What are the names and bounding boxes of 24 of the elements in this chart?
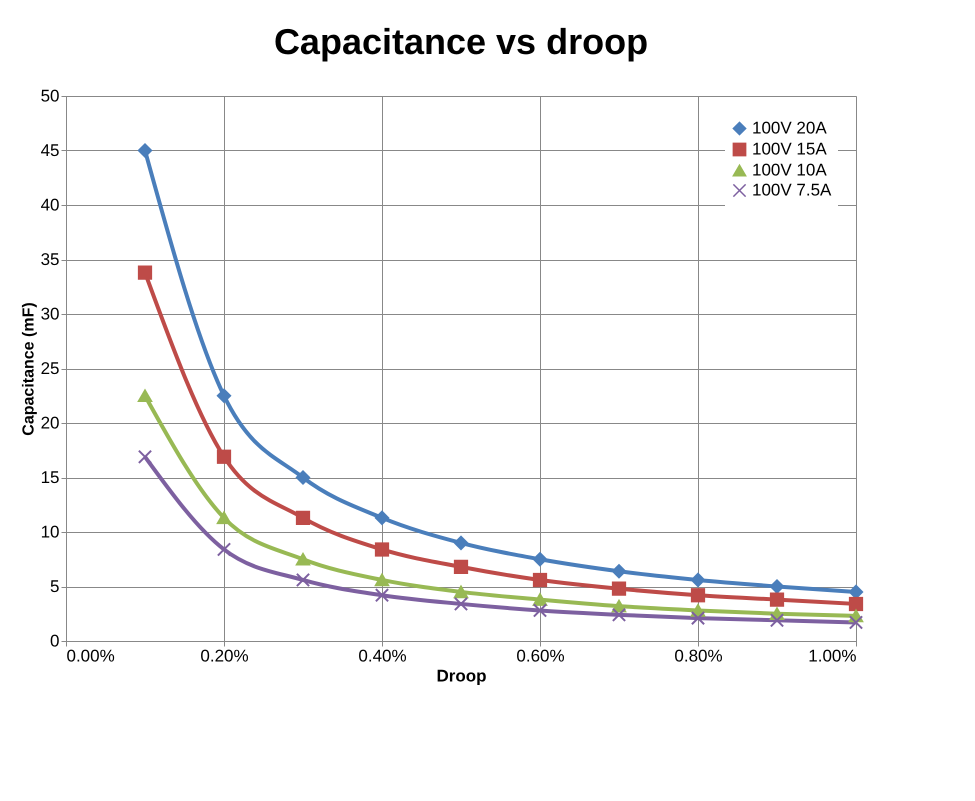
y-axis-title: Capacitance (mF) xyxy=(20,302,38,436)
y-tick-label: 35 xyxy=(40,250,60,269)
legend-label: 100V 20A xyxy=(752,118,828,138)
x-axis-title: Droop xyxy=(436,666,487,686)
y-tick-label: 50 xyxy=(40,86,60,106)
y-tick-label: 30 xyxy=(40,304,60,324)
y-tick-label: 0 xyxy=(50,632,60,650)
y-tick-label: 45 xyxy=(40,141,60,160)
legend-label: 100V 7.5A xyxy=(752,180,832,200)
chart-title: Capacitance vs droop xyxy=(274,21,648,62)
x-tick-label: 0.80% xyxy=(674,646,723,666)
y-tick-label: 40 xyxy=(40,196,60,214)
y-tick-label: 25 xyxy=(40,359,60,378)
y-tick-label: 20 xyxy=(40,414,60,432)
y-tick-label: 5 xyxy=(50,577,60,596)
y-tick-label: 15 xyxy=(40,468,60,487)
y-tick-label: 10 xyxy=(40,522,60,542)
x-tick-label: 0.20% xyxy=(200,646,249,666)
legend-label: 100V 10A xyxy=(752,160,828,180)
legend-label: 100V 15A xyxy=(752,140,828,158)
x-tick-label: 0.40% xyxy=(358,646,407,666)
x-tick-label: 0.60% xyxy=(516,646,565,666)
x-tick-label: 1.00% xyxy=(808,646,856,666)
x-tick-label: 0.00% xyxy=(66,646,115,666)
